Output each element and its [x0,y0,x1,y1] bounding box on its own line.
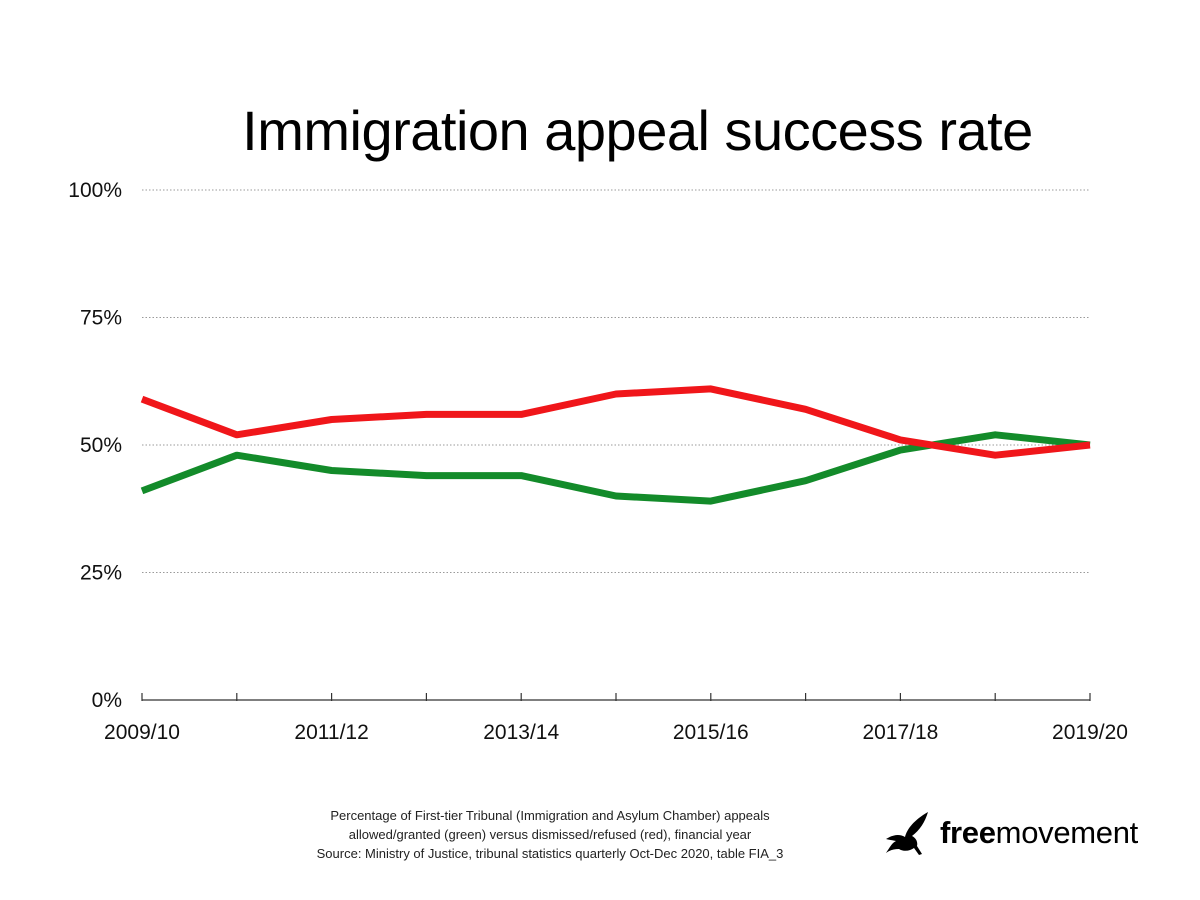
x-tick-label: 2009/10 [104,721,180,744]
gridlines [142,189,1090,573]
x-tick-label: 2013/14 [483,721,559,744]
chart-footnote: Percentage of First-tier Tribunal (Immig… [250,806,850,863]
chart-title: Immigration appeal success rate [242,99,1033,162]
brand-logo: freemovement [884,808,1138,858]
footnote-line-2: allowed/granted (green) versus dismissed… [348,827,752,842]
x-tick-label: 2015/16 [673,721,749,744]
series-lines [140,385,1091,505]
footnote-line-3: Source: Ministry of Justice, tribunal st… [316,846,784,861]
y-tick-labels: 0% 25% 50% 75% 100% [68,179,122,712]
brand-name: freemovement [940,815,1138,851]
x-axis [141,693,1091,701]
bird-logo-icon [886,812,928,855]
y-tick-label: 100% [68,179,122,202]
brand-name-regular: movement [995,815,1139,850]
brand-name-bold: free [940,815,996,850]
y-tick-label: 50% [80,434,122,457]
x-tick-label: 2011/12 [294,721,368,744]
x-tick-label: 2017/18 [862,721,938,744]
footnote-line-1: Percentage of First-tier Tribunal (Immig… [330,808,770,823]
y-tick-label: 75% [80,307,122,330]
x-tick-labels: 2009/10 2011/12 2013/14 2015/16 2017/18 2019/… [104,721,1128,744]
y-tick-label: 0% [92,689,122,712]
y-tick-label: 25% [80,562,122,585]
x-tick-label: 2019/20 [1052,721,1128,744]
